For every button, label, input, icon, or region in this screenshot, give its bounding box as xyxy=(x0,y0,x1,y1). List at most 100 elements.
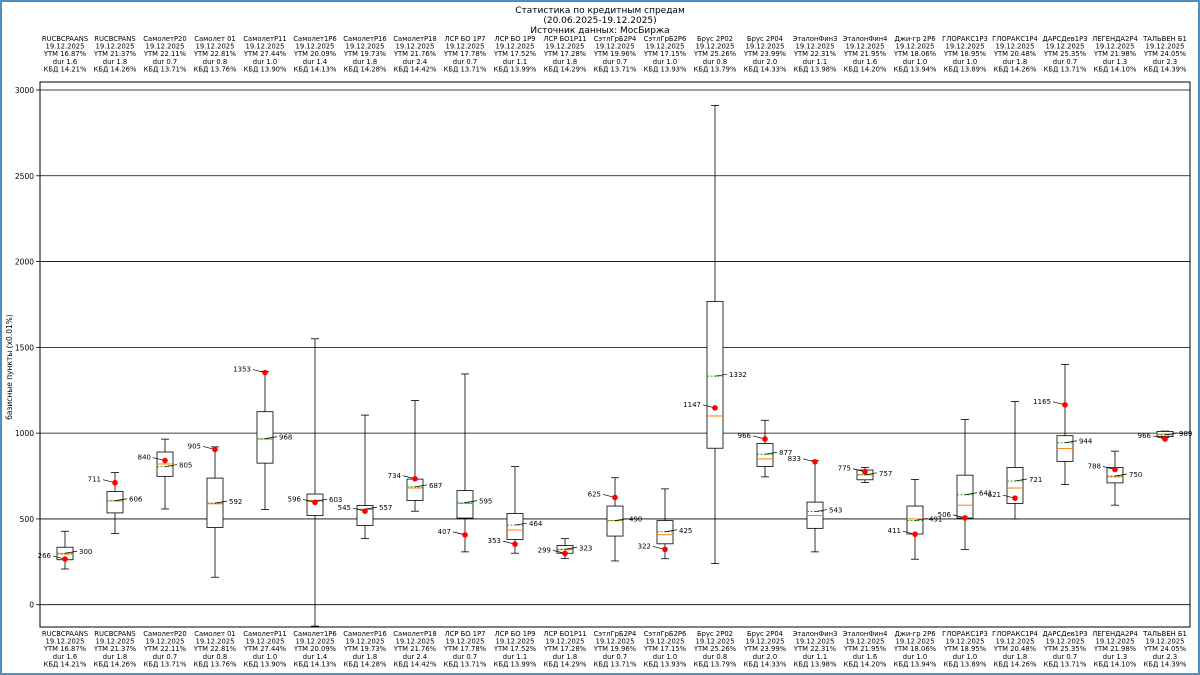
bond-ytm-top: YTM 16.87% xyxy=(43,50,87,58)
bond-kbd-bottom: КБД 14.21% xyxy=(44,660,87,668)
current-value-label: 775 xyxy=(838,465,851,473)
current-value-label: 411 xyxy=(888,527,901,535)
bond-name-bottom: Джи-гр 2P6 xyxy=(894,630,935,638)
y-tick-label: 500 xyxy=(20,515,35,524)
bond-name-top: СамолетP20 xyxy=(143,35,186,43)
mean-leader xyxy=(214,500,228,504)
bond-kbd-bottom: КБД 14.28% xyxy=(344,660,387,668)
bond-kbd-top: КБД 14.39% xyxy=(1144,65,1187,73)
bond-kbd-top: КБД 13.93% xyxy=(644,65,687,73)
bond-name-top: ЛСР БО1P11 xyxy=(543,35,586,43)
mean-value-label: 557 xyxy=(379,504,392,512)
bond-kbd-bottom: КБД 13.71% xyxy=(144,660,187,668)
bond-duration-bottom: dur 2.4 xyxy=(403,653,427,661)
bond-kbd-bottom: КБД 13.93% xyxy=(644,660,687,668)
bond-duration-top: dur 1.0 xyxy=(903,58,927,66)
bond-ytm-bottom: YTM 18.95% xyxy=(943,645,987,653)
bond-date-top: 19.12.2025 xyxy=(446,43,485,51)
mean-value-label: 592 xyxy=(229,498,242,506)
bond-duration-bottom: dur 1.0 xyxy=(653,653,677,661)
bond-duration-bottom: dur 0.7 xyxy=(153,653,177,661)
bond-date-top: 19.12.2025 xyxy=(346,43,385,51)
bond-date-bottom: 19.12.2025 xyxy=(296,638,335,646)
mean-value-label: 687 xyxy=(429,482,442,490)
bond-name-bottom: СамолетP11 xyxy=(243,630,286,638)
current-value-point xyxy=(912,531,918,537)
bond-duration-top: dur 1.8 xyxy=(553,58,577,66)
bond-date-top: 19.12.2025 xyxy=(596,43,635,51)
bond-kbd-top: КБД 14.10% xyxy=(1094,65,1137,73)
mean-value-label: 543 xyxy=(829,507,842,515)
bond-duration-bottom: dur 1.6 xyxy=(53,653,77,661)
bond-duration-top: dur 1.1 xyxy=(503,58,527,66)
current-value-point xyxy=(562,550,568,557)
bond-kbd-top: КБД 14.29% xyxy=(544,65,587,73)
mean-value-label: 490 xyxy=(629,516,642,524)
bond-name-bottom: СэтлГрБ2P4 xyxy=(594,630,637,638)
bond-kbd-bottom: КБД 14.20% xyxy=(844,660,887,668)
mean-leader xyxy=(1114,473,1128,477)
bond-date-bottom: 19.12.2025 xyxy=(746,638,785,646)
y-tick-label: 2000 xyxy=(15,258,34,267)
bond-ytm-bottom: YTM 22.31% xyxy=(793,645,837,653)
bond-ytm-bottom: YTM 17.28% xyxy=(543,645,587,653)
bond-ytm-bottom: YTM 22.81% xyxy=(193,645,237,653)
bond-ytm-bottom: YTM 23.99% xyxy=(743,645,787,653)
bond-kbd-bottom: КБД 14.13% xyxy=(294,660,337,668)
mean-leader xyxy=(1164,432,1178,436)
bond-name-bottom: Самолет1P6 xyxy=(293,630,336,638)
bond-kbd-bottom: КБД 13.71% xyxy=(594,660,637,668)
current-value-label: 734 xyxy=(388,472,402,480)
current-value-point xyxy=(1112,466,1118,473)
bond-duration-bottom: dur 1.0 xyxy=(953,653,977,661)
current-value-label: 407 xyxy=(438,528,451,536)
mean-leader xyxy=(864,472,878,476)
bond-ytm-top: YTM 17.52% xyxy=(493,50,537,58)
current-value-label: 711 xyxy=(88,476,101,484)
bond-kbd-bottom: КБД 14.33% xyxy=(744,660,787,668)
current-value-label: 966 xyxy=(738,432,752,440)
bond-name-bottom: ЭталонФин3 xyxy=(793,630,838,638)
bond-name-bottom: Брус 2P04 xyxy=(747,630,783,638)
bond-name-top: RUCBCPAANS xyxy=(42,35,88,43)
bond-date-bottom: 19.12.2025 xyxy=(1046,638,1085,646)
bond-duration-top: dur 1.4 xyxy=(303,58,327,66)
mean-value-label: 606 xyxy=(129,496,143,504)
bond-ytm-top: YTM 21.98% xyxy=(1093,50,1137,58)
bond-name-top: ДАРСДев1P3 xyxy=(1042,35,1087,43)
bond-date-bottom: 19.12.2025 xyxy=(146,638,185,646)
bond-date-top: 19.12.2025 xyxy=(246,43,285,51)
bond-ytm-bottom: YTM 17.52% xyxy=(493,645,537,653)
y-axis: 0 500 1000 1500 2000 2500 3000 xyxy=(15,86,40,610)
current-value-label: 545 xyxy=(338,504,351,512)
bond-name-bottom: ЭталонФин4 xyxy=(843,630,888,638)
bond-kbd-top: КБД 14.13% xyxy=(294,65,337,73)
bond-date-top: 19.12.2025 xyxy=(496,43,535,51)
bond-ytm-bottom: YTM 27.44% xyxy=(243,645,287,653)
bond-name-top: ГЛОРАКС1P4 xyxy=(992,35,1038,43)
bond-duration-top: dur 1.1 xyxy=(803,58,827,66)
bond-duration-bottom: dur 1.8 xyxy=(353,653,377,661)
bond-duration-bottom: dur 2.3 xyxy=(1153,653,1177,661)
bond-duration-bottom: dur 0.7 xyxy=(453,653,477,661)
current-value-label: 506 xyxy=(938,511,952,519)
current-value-label: 625 xyxy=(588,490,601,498)
bond-kbd-top: КБД 13.71% xyxy=(594,65,637,73)
bond-kbd-top: КБД 13.71% xyxy=(1044,65,1087,73)
bond-duration-bottom: dur 1.0 xyxy=(903,653,927,661)
bond-date-bottom: 19.12.2025 xyxy=(396,638,435,646)
bond-name-top: ЛСР БО 1P7 xyxy=(444,35,485,43)
bond-kbd-bottom: КБД 14.26% xyxy=(994,660,1037,668)
bond-name-bottom: СамолетP20 xyxy=(143,630,186,638)
boxes: 300 266 606 711 805 840 592 905 968 1353 603 596 557… xyxy=(38,105,1192,627)
bond-duration-bottom: dur 1.8 xyxy=(1003,653,1027,661)
current-value-label: 353 xyxy=(488,537,501,545)
bond-date-top: 19.12.2025 xyxy=(896,43,935,51)
bond-name-bottom: ТАЛЬВЕН Б1 xyxy=(1142,630,1187,638)
bond-kbd-top: КБД 13.90% xyxy=(244,65,287,73)
mean-leader xyxy=(364,506,378,510)
bond-duration-top: dur 1.6 xyxy=(853,58,877,66)
mean-leader xyxy=(714,373,728,377)
current-value-label: 833 xyxy=(788,455,801,463)
